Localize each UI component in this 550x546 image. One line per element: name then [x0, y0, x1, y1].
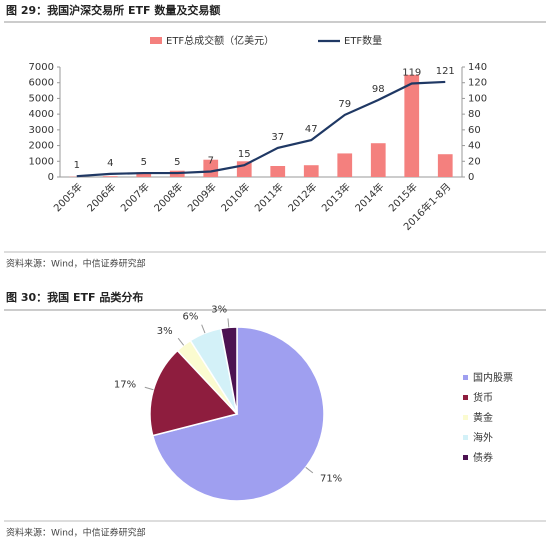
bar: [102, 176, 118, 177]
bar: [370, 143, 386, 177]
y-tick-label: 1000: [29, 156, 54, 167]
y-tick-label: 6000: [29, 78, 54, 89]
y2-tick-label: 120: [468, 78, 487, 89]
y-tick-label: 3000: [29, 125, 54, 136]
data-label: 98: [372, 84, 385, 95]
x-tick-label: 2014年: [352, 180, 386, 214]
x-tick-label: 2008年: [151, 180, 185, 214]
y-tick-label: 2000: [29, 141, 54, 152]
leader-line: [305, 466, 314, 474]
data-label: 7: [208, 156, 214, 167]
legend-swatch: [463, 455, 468, 460]
data-label: 71%: [320, 473, 342, 484]
y-tick-label: 4000: [29, 109, 54, 120]
data-label: 47: [305, 124, 318, 135]
data-label: 1: [74, 160, 80, 171]
x-tick-label: 2005年: [51, 180, 85, 214]
source: 资料来源：Wind，中信证券研究部: [6, 527, 146, 539]
bar: [136, 172, 152, 177]
y2-tick-label: 80: [468, 109, 481, 120]
legend-label: 债券: [473, 451, 493, 464]
y2-tick-label: 100: [468, 93, 487, 104]
leader-line: [201, 324, 206, 334]
y-tick-label: 7000: [29, 62, 54, 73]
bar: [337, 153, 353, 177]
data-label: 79: [338, 99, 351, 110]
legend-swatch: [463, 395, 468, 400]
pie-slice: [151, 326, 325, 502]
legend-label: ETF数量: [344, 34, 382, 47]
x-tick-label: 2015年: [386, 180, 420, 214]
figure-title: 图 29：我国沪深交易所 ETF 数量及交易额: [6, 3, 220, 17]
figure-title: 图 30：我国 ETF 品类分布: [6, 290, 143, 304]
bar: [270, 166, 286, 177]
x-tick-label: 2007年: [118, 180, 152, 214]
x-tick-label: 2006年: [84, 180, 118, 214]
y-tick-label: 0: [48, 172, 54, 183]
bar: [404, 74, 420, 177]
legend-label: 货币: [473, 391, 493, 404]
legend-swatch: [463, 435, 468, 440]
legend-swatch: [463, 415, 468, 420]
y2-tick-label: 0: [468, 172, 474, 183]
leader-line: [144, 386, 154, 391]
data-label: 121: [436, 66, 455, 77]
y-tick-label: 5000: [29, 93, 54, 104]
y2-tick-label: 60: [468, 125, 481, 136]
data-label: 3%: [211, 304, 227, 315]
data-label: 17%: [114, 380, 136, 391]
bar: [303, 165, 319, 177]
legend-swatch: [150, 37, 162, 44]
data-label: 37: [271, 132, 284, 143]
x-tick-label: 2012年: [285, 180, 319, 214]
legend-swatch: [463, 375, 468, 380]
y2-tick-label: 40: [468, 141, 481, 152]
x-tick-label: 2013年: [319, 180, 353, 214]
data-label: 5: [141, 157, 147, 168]
data-label: 4: [107, 158, 113, 169]
data-label: 5: [174, 157, 180, 168]
x-tick-label: 2011年: [252, 180, 286, 214]
leader-line: [177, 337, 185, 346]
legend-label: 国内股票: [473, 371, 513, 384]
bar: [437, 154, 453, 177]
x-tick-label: 2010年: [218, 180, 252, 214]
x-tick-label: 2009年: [185, 180, 219, 214]
y2-tick-label: 20: [468, 156, 481, 167]
data-label: 3%: [157, 326, 173, 337]
legend-label: ETF总成交额（亿美元）: [166, 34, 274, 47]
data-label: 6%: [182, 311, 198, 322]
legend-label: 海外: [473, 431, 493, 444]
legend-label: 黄金: [473, 411, 493, 424]
data-label: 119: [402, 68, 421, 79]
y2-tick-label: 140: [468, 62, 487, 73]
data-label: 15: [238, 149, 251, 160]
leader-line: [227, 318, 230, 328]
pie-slice: [219, 326, 238, 415]
line: [76, 80, 446, 178]
source: 资料来源：Wind，中信证券研究部: [6, 258, 146, 270]
